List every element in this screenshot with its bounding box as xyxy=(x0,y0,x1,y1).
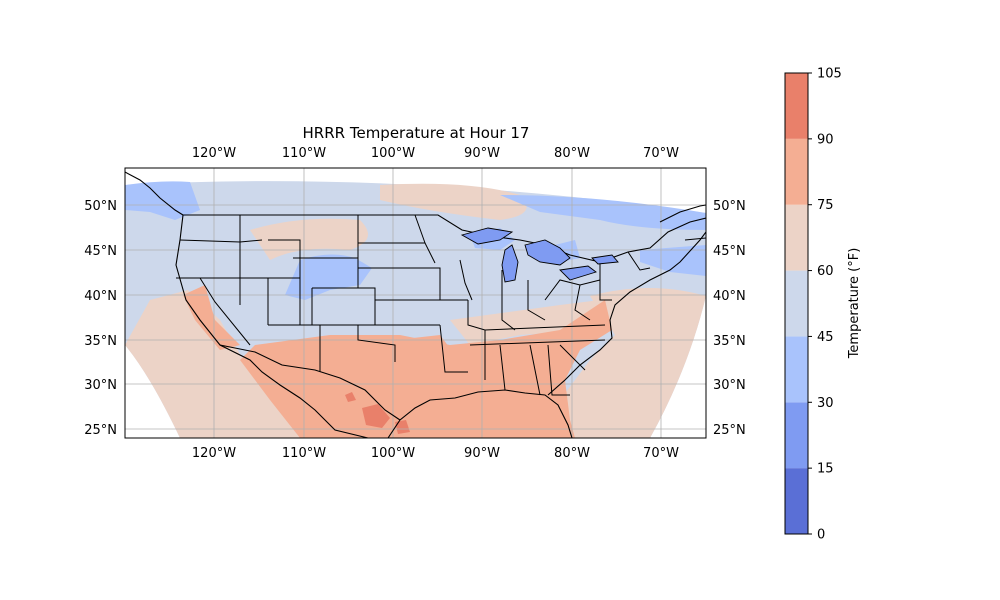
colorbar-band xyxy=(785,402,808,469)
lon-tick-label: 100°W xyxy=(371,146,415,161)
colorbar-tick-label: 45 xyxy=(817,330,834,345)
lat-tick-label: 35°N xyxy=(713,334,746,349)
lat-tick-label: 35°N xyxy=(84,334,117,349)
colorbar-frame xyxy=(784,72,809,535)
canada-coastline xyxy=(125,171,706,241)
temperature-75-90-regions xyxy=(183,285,612,438)
lon-tick-label: 90°W xyxy=(464,146,500,161)
colorbar-bands xyxy=(785,73,808,534)
colorbar-band xyxy=(785,73,808,139)
colorbar-tick-label: 105 xyxy=(817,67,842,82)
lon-tick-label: 110°W xyxy=(282,446,326,461)
map-title: HRRR Temperature at Hour 17 xyxy=(303,124,530,142)
colorbar-band xyxy=(785,138,808,205)
lat-tick-label: 50°N xyxy=(713,199,746,214)
state-borders xyxy=(176,214,651,396)
map-frame xyxy=(124,167,707,439)
colorbar-tick-label: 90 xyxy=(817,132,834,147)
colorbar-band xyxy=(785,336,808,403)
temperature-60-75-regions xyxy=(125,183,706,438)
temperature-90-105-regions xyxy=(345,392,410,434)
borders xyxy=(125,171,706,438)
colorbar-label: Temperature (°F) xyxy=(847,248,862,360)
mexico-us-border xyxy=(219,344,401,421)
lon-tick-label: 70°W xyxy=(643,446,679,461)
lon-tick-label: 120°W xyxy=(192,146,236,161)
lon-tick-label: 100°W xyxy=(371,446,415,461)
lat-tick-label: 50°N xyxy=(84,199,117,214)
latitude-labels-right: 50°N 45°N 40°N 35°N 30°N 25°N xyxy=(713,199,746,438)
lat-tick-label: 45°N xyxy=(713,244,746,259)
lon-tick-label: 80°W xyxy=(554,446,590,461)
colorbar-tick-label: 15 xyxy=(817,462,834,477)
temperature-30-45-regions xyxy=(125,181,706,300)
lon-tick-label: 80°W xyxy=(554,146,590,161)
latitude-labels-left: 50°N 45°N 40°N 35°N 30°N 25°N xyxy=(84,199,117,438)
longitude-labels-top: 120°W 110°W 100°W 90°W 80°W 70°W xyxy=(192,146,679,161)
map-axes xyxy=(124,167,707,439)
lon-tick-label: 90°W xyxy=(464,446,500,461)
colorbar-tick-label: 75 xyxy=(817,198,834,213)
lat-tick-label: 25°N xyxy=(84,423,117,438)
great-lakes xyxy=(460,227,619,283)
colorbar-band xyxy=(785,204,808,271)
lat-tick-label: 30°N xyxy=(713,378,746,393)
lat-tick-label: 45°N xyxy=(84,244,117,259)
gridlines xyxy=(125,168,706,438)
lat-tick-label: 30°N xyxy=(84,378,117,393)
lat-tick-label: 40°N xyxy=(713,289,746,304)
colorbar-ticks: 0 15 30 45 60 75 90 105 xyxy=(808,67,842,543)
colorbar-band xyxy=(785,270,808,337)
colorbar-tick-label: 60 xyxy=(817,264,834,279)
longitude-labels-bottom: 120°W 110°W 100°W 90°W 80°W 70°W xyxy=(192,446,679,461)
colorbar-tick-label: 30 xyxy=(817,396,834,411)
lat-tick-label: 40°N xyxy=(84,289,117,304)
lon-tick-label: 120°W xyxy=(192,446,236,461)
colorbar-tick-label: 0 xyxy=(817,528,825,543)
colorbar-band xyxy=(785,468,808,534)
lat-tick-label: 25°N xyxy=(713,423,746,438)
lon-tick-label: 70°W xyxy=(643,146,679,161)
lon-tick-label: 110°W xyxy=(282,146,326,161)
colorbar: 0 15 30 45 60 75 90 105 Temperature (°F) xyxy=(784,67,862,543)
